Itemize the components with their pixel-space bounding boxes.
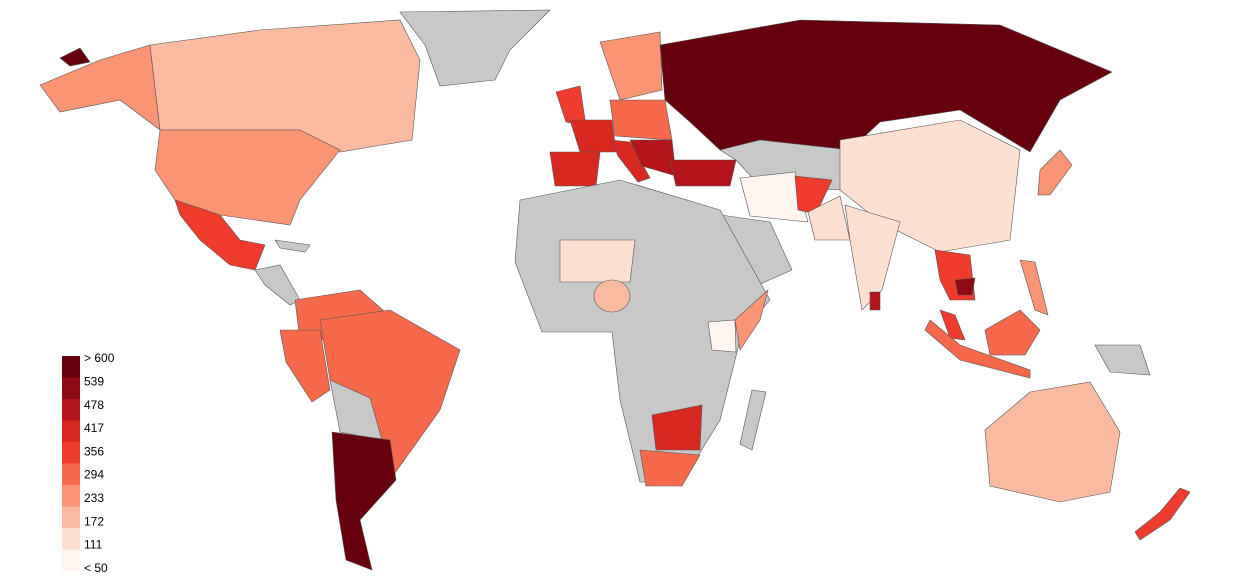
legend-label: 417 (84, 421, 104, 435)
legend-swatch (62, 506, 80, 528)
cambodia (954, 277, 976, 296)
legend-swatch (62, 463, 80, 485)
legend-swatch (62, 377, 80, 399)
sri-lanka (869, 291, 881, 311)
legend-swatch (62, 442, 80, 464)
nigeria (593, 279, 631, 313)
legend-swatch (62, 420, 80, 442)
madagascar (739, 389, 767, 451)
legend-label: 294 (84, 468, 104, 482)
cuba (274, 239, 311, 253)
japan (1037, 149, 1073, 196)
sumatra-java (924, 319, 1031, 379)
france (569, 119, 617, 153)
south-africa (639, 449, 701, 487)
malaysia (939, 309, 966, 341)
legend-label: < 50 (84, 561, 108, 575)
legend-label: 539 (84, 374, 104, 388)
aleutian (59, 47, 91, 67)
legend-label: 111 (84, 538, 103, 552)
legend-swatch (62, 549, 80, 571)
new-zealand (1134, 487, 1191, 541)
peru (279, 329, 331, 403)
australia (984, 381, 1121, 503)
somalia (734, 289, 769, 351)
legend: > 600 539 478 417 356 294 233 172 111 < 50 (56, 350, 152, 578)
new-guinea (1094, 344, 1151, 376)
legend-label: 356 (84, 444, 104, 458)
legend-swatch (62, 399, 80, 421)
scandinavia (599, 31, 663, 101)
legend-label: > 600 (84, 351, 115, 365)
italy (611, 139, 651, 183)
legend-label: 478 (84, 398, 104, 412)
philippines (1019, 259, 1049, 316)
usa (154, 129, 341, 226)
russia (659, 19, 1113, 153)
borneo (984, 309, 1041, 356)
spain (549, 151, 601, 187)
countries (39, 9, 1191, 571)
west-africa (559, 239, 636, 283)
argentina (331, 431, 397, 571)
legend-swatch (62, 485, 80, 507)
greenland (399, 9, 551, 87)
central-europe (609, 99, 673, 141)
botswana-zimbabwe (651, 404, 703, 451)
turkey (669, 159, 737, 187)
legend-swatch (62, 356, 80, 378)
legend-swatch (62, 528, 80, 550)
kenya (707, 319, 737, 353)
iran (739, 171, 809, 223)
central-america (254, 264, 301, 306)
legend-label: 172 (84, 514, 104, 528)
legend-label: 233 (84, 491, 104, 505)
alaska (39, 44, 161, 131)
